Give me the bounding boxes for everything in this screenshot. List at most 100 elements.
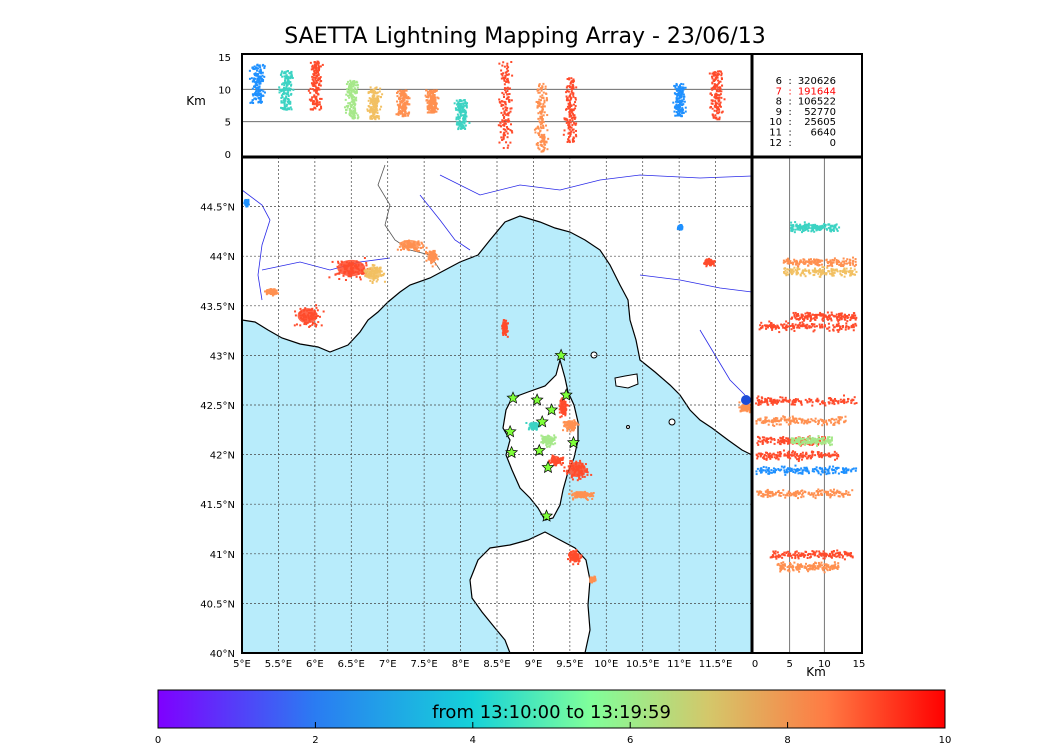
top-point xyxy=(349,81,352,84)
top-point xyxy=(464,120,467,123)
top-point xyxy=(544,85,547,88)
right-point xyxy=(853,265,856,268)
map-cluster xyxy=(540,434,557,448)
map-point xyxy=(590,473,593,476)
top-point xyxy=(370,98,373,101)
right-point xyxy=(808,258,811,261)
top-point xyxy=(719,86,722,89)
top-point xyxy=(715,106,718,109)
top-point xyxy=(396,95,399,98)
top-point xyxy=(312,80,315,83)
top-point xyxy=(504,102,507,105)
right-point xyxy=(791,268,794,271)
top-point xyxy=(540,141,543,144)
map-point xyxy=(564,410,567,413)
right-point xyxy=(761,324,764,327)
top-point xyxy=(347,94,350,97)
map-point xyxy=(417,246,420,249)
map-point xyxy=(432,249,435,252)
top-point xyxy=(256,79,259,82)
right-point xyxy=(786,259,789,262)
top-point xyxy=(368,90,371,93)
top-point xyxy=(677,86,680,89)
top-point xyxy=(371,109,374,112)
top-point xyxy=(713,78,716,81)
top-point xyxy=(575,135,578,138)
map-point xyxy=(570,490,573,493)
top-point xyxy=(572,81,575,84)
right-point xyxy=(829,317,832,320)
top-point xyxy=(254,97,257,100)
right-point xyxy=(778,399,781,402)
right-point xyxy=(783,267,786,270)
right-point xyxy=(811,224,814,227)
right-point xyxy=(805,227,808,230)
top-point xyxy=(502,136,505,139)
right-point xyxy=(790,228,793,231)
map-point xyxy=(328,276,331,279)
top-point xyxy=(370,100,373,103)
top-point xyxy=(318,77,321,80)
right-point xyxy=(842,263,845,266)
top-point xyxy=(468,121,471,124)
top-point xyxy=(574,98,577,101)
right-point xyxy=(826,311,829,314)
top-point xyxy=(569,103,572,106)
map-cluster-core xyxy=(568,550,579,562)
right-point xyxy=(799,229,802,232)
top-point xyxy=(290,73,293,76)
right-point xyxy=(836,260,839,263)
right-point xyxy=(815,444,818,447)
map-point xyxy=(560,457,563,460)
top-point xyxy=(260,71,263,74)
top-point xyxy=(373,101,376,104)
top-point xyxy=(355,91,358,94)
top-point xyxy=(718,70,721,73)
top-point xyxy=(430,103,433,106)
right-point xyxy=(853,273,856,276)
top-point xyxy=(291,76,294,79)
top-point xyxy=(281,96,284,99)
right-point xyxy=(771,324,774,327)
right-point xyxy=(816,400,819,403)
right-point xyxy=(833,257,836,260)
right-point xyxy=(787,257,790,260)
top-point xyxy=(373,108,376,111)
right-point xyxy=(799,259,802,262)
map-point xyxy=(564,414,567,417)
map-point xyxy=(294,314,297,317)
top-point xyxy=(426,92,429,95)
right-point xyxy=(792,403,795,406)
right-point xyxy=(807,418,810,421)
right-point xyxy=(845,262,848,265)
top-point xyxy=(464,124,467,127)
top-point xyxy=(542,114,545,117)
right-point xyxy=(818,275,821,278)
top-point xyxy=(680,82,683,85)
map-y-ticks: 40°N40.5°N41°N41.5°N42°N42.5°N43°N43.5°N… xyxy=(200,203,235,660)
top-point xyxy=(315,71,318,74)
top-point xyxy=(252,66,255,69)
right-point xyxy=(784,269,787,272)
map-point xyxy=(376,278,379,281)
right-point xyxy=(849,264,852,267)
map-point xyxy=(417,240,420,243)
top-point xyxy=(366,108,369,111)
top-point xyxy=(403,95,406,98)
top-point xyxy=(314,78,317,81)
top-point xyxy=(675,82,678,85)
right-point xyxy=(846,400,849,403)
top-point xyxy=(570,126,573,129)
top-point xyxy=(569,121,572,124)
right-point xyxy=(781,325,784,328)
right-point xyxy=(813,323,816,326)
top-point xyxy=(565,107,568,110)
map-point xyxy=(402,247,405,250)
right-point xyxy=(852,312,855,315)
right-point xyxy=(826,438,829,441)
right-point xyxy=(804,398,807,401)
map-cluster xyxy=(548,454,565,467)
map-point xyxy=(566,403,569,406)
right-point xyxy=(791,400,794,403)
